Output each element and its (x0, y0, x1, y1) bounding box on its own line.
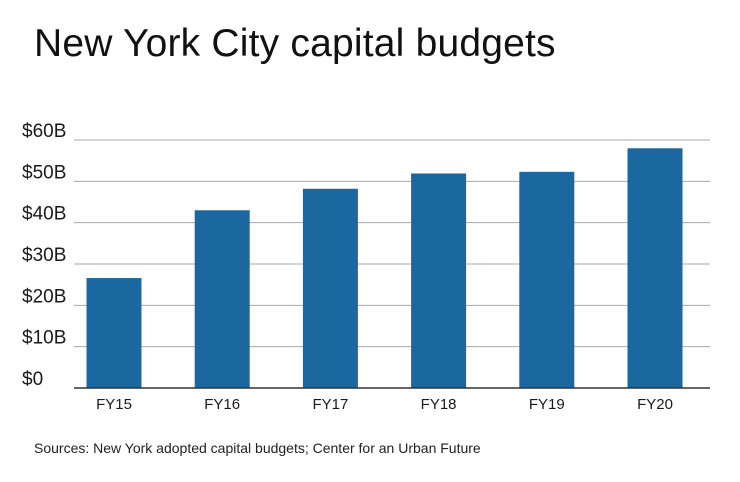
y-tick-label: $10B (22, 328, 66, 349)
y-tick-label: $40B (22, 204, 66, 225)
x-tick-labels: FY15 FY16 FY17 FY18 FY19 FY20 (96, 396, 673, 413)
x-tick-label: FY19 (529, 396, 565, 413)
bar (194, 210, 250, 388)
bars (86, 148, 683, 388)
x-tick-label: FY18 (421, 396, 457, 413)
y-tick-label: $30B (22, 245, 66, 266)
bar (411, 173, 467, 388)
y-tick-label: $20B (22, 286, 66, 307)
bar (86, 278, 142, 388)
gridlines (74, 139, 710, 348)
y-tick-label: $50B (22, 162, 66, 183)
x-tick-label: FY16 (204, 396, 240, 413)
source-note: Sources: New York adopted capital budget… (34, 440, 481, 456)
bar (519, 171, 575, 388)
y-tick-label: $60B (22, 121, 66, 142)
x-tick-label: FY17 (312, 396, 348, 413)
y-tick-label: $0 (22, 369, 43, 390)
x-tick-label: FY15 (96, 396, 132, 413)
bar (302, 188, 358, 388)
x-tick-label: FY20 (637, 396, 673, 413)
chart-title: New York City capital budgets (34, 22, 556, 65)
bar (627, 148, 683, 388)
y-tick-labels: $0 $10B $20B $30B $40B $50B $60B (22, 121, 66, 390)
